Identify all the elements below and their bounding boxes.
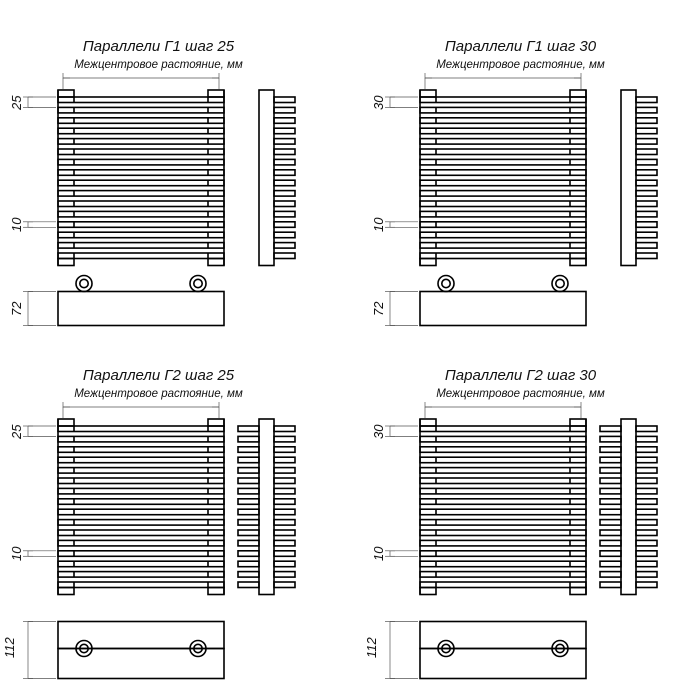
- svg-text:Межцентровое растояние, мм: Межцентровое растояние, мм: [74, 59, 243, 71]
- svg-text:Параллели Г1 шаг 30: Параллели Г1 шаг 30: [445, 38, 597, 55]
- svg-text:Межцентровое растояние, мм: Межцентровое растояние, мм: [436, 59, 605, 71]
- svg-text:Межцентровое растояние, мм: Межцентровое растояние, мм: [74, 388, 243, 400]
- svg-text:Межцентровое растояние, мм: Межцентровое растояние, мм: [436, 388, 605, 400]
- svg-text:Параллели Г1 шаг 25: Параллели Г1 шаг 25: [83, 38, 235, 55]
- svg-text:Параллели Г2 шаг 25: Параллели Г2 шаг 25: [83, 367, 235, 384]
- svg-text:Параллели Г2 шаг 30: Параллели Г2 шаг 30: [445, 367, 597, 384]
